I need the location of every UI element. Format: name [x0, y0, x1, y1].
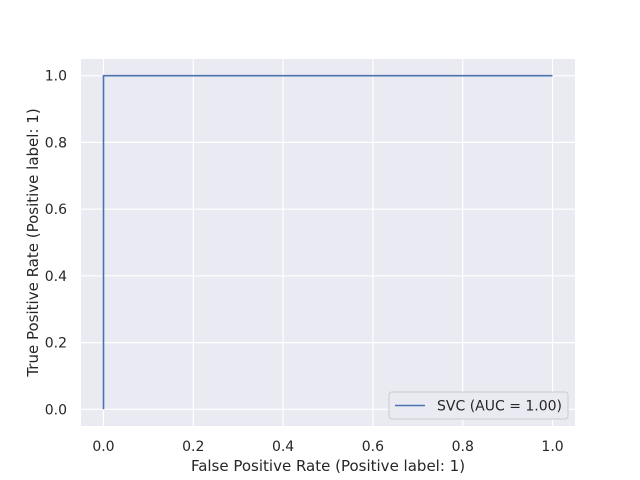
- x-tick-label: 1.0: [541, 439, 563, 455]
- y-tick-label: 1.0: [45, 69, 67, 85]
- y-tick-labels: 0.0 0.2 0.4 0.6 0.8 1.0: [45, 69, 67, 419]
- series-line-svc: [102, 74, 553, 410]
- x-tick-label: 0.0: [92, 439, 114, 455]
- y-tick-label: 0.6: [45, 202, 67, 218]
- x-tick-label: 0.8: [452, 439, 474, 455]
- legend: SVC (AUC = 1.00): [388, 391, 569, 420]
- series-layer: [102, 74, 553, 410]
- plot-background: [81, 59, 575, 426]
- x-tick-label: 0.2: [182, 439, 204, 455]
- x-tick-labels: 0.0 0.2 0.4 0.6 0.8 1.0: [92, 439, 563, 455]
- y-tick-label: 0.8: [45, 135, 67, 151]
- y-tick-label: 0.4: [45, 269, 67, 285]
- x-tick-label: 0.6: [362, 439, 384, 455]
- legend-box: [388, 391, 569, 420]
- legend-label-svc: SVC (AUC = 1.00): [437, 399, 562, 415]
- y-axis-label: True Positive Rate (Positive label: 1): [24, 108, 42, 377]
- x-tick-label: 0.4: [272, 439, 294, 455]
- x-axis-label: False Positive Rate (Positive label: 1): [191, 457, 465, 475]
- y-tick-label: 0.0: [45, 402, 67, 418]
- y-tick-label: 0.2: [45, 336, 67, 352]
